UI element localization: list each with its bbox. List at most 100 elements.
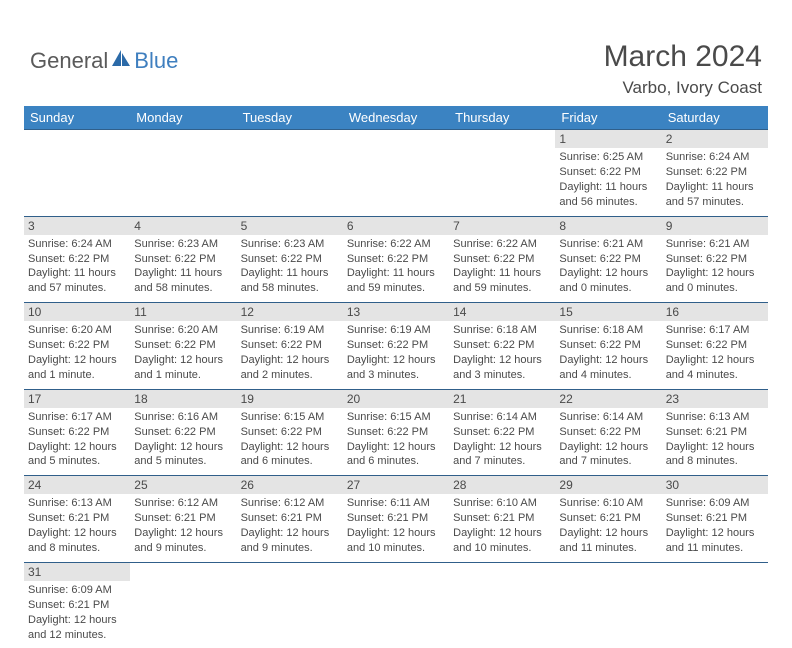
calendar-day-cell: 18Sunrise: 6:16 AMSunset: 6:22 PMDayligh…	[130, 389, 236, 476]
day-info-line: Sunset: 6:22 PM	[559, 252, 657, 267]
day-info-line: Sunrise: 6:24 AM	[666, 150, 764, 165]
calendar-day-cell	[237, 562, 343, 648]
day-info-line: Sunset: 6:21 PM	[28, 511, 126, 526]
day-number: 5	[237, 217, 343, 235]
calendar-day-cell	[662, 562, 768, 648]
day-info-line: Sunset: 6:21 PM	[666, 425, 764, 440]
logo-text-general: General	[30, 48, 108, 74]
sail-icon	[110, 48, 132, 74]
day-info-line: and 8 minutes.	[28, 541, 126, 556]
day-info-line: Sunrise: 6:13 AM	[28, 496, 126, 511]
dayname-monday: Monday	[130, 106, 236, 130]
day-info-line: and 8 minutes.	[666, 454, 764, 469]
day-number: 16	[662, 303, 768, 321]
day-info-line: Daylight: 11 hours	[666, 180, 764, 195]
day-info-line: Sunrise: 6:19 AM	[347, 323, 445, 338]
day-info-line: Sunset: 6:22 PM	[559, 425, 657, 440]
day-number: 6	[343, 217, 449, 235]
day-info-line: Sunset: 6:21 PM	[453, 511, 551, 526]
day-info-line: Daylight: 11 hours	[134, 266, 232, 281]
day-info-line: and 57 minutes.	[28, 281, 126, 296]
calendar-day-cell	[24, 130, 130, 217]
day-info-line: and 56 minutes.	[559, 195, 657, 210]
day-info-line: Sunset: 6:21 PM	[28, 598, 126, 613]
day-info-line: Sunset: 6:22 PM	[241, 425, 339, 440]
day-info-line: and 11 minutes.	[666, 541, 764, 556]
calendar-day-cell: 9Sunrise: 6:21 AMSunset: 6:22 PMDaylight…	[662, 216, 768, 303]
calendar-day-cell: 25Sunrise: 6:12 AMSunset: 6:21 PMDayligh…	[130, 476, 236, 563]
page-header: March 2024 Varbo, Ivory Coast	[604, 40, 762, 98]
day-info-line: Daylight: 12 hours	[28, 613, 126, 628]
day-info-line: and 10 minutes.	[453, 541, 551, 556]
calendar-week-row: 17Sunrise: 6:17 AMSunset: 6:22 PMDayligh…	[24, 389, 768, 476]
day-info-line: Sunrise: 6:21 AM	[666, 237, 764, 252]
day-info-line: and 9 minutes.	[241, 541, 339, 556]
day-info-line: and 7 minutes.	[453, 454, 551, 469]
day-info-line: Sunset: 6:22 PM	[453, 425, 551, 440]
logo: General Blue	[30, 48, 178, 74]
day-info-line: and 3 minutes.	[347, 368, 445, 383]
calendar-day-cell	[555, 562, 661, 648]
dayname-sunday: Sunday	[24, 106, 130, 130]
day-number: 19	[237, 390, 343, 408]
day-number: 3	[24, 217, 130, 235]
day-info-line: Sunrise: 6:18 AM	[559, 323, 657, 338]
day-info-line: Sunrise: 6:12 AM	[241, 496, 339, 511]
day-info-line: Daylight: 12 hours	[559, 440, 657, 455]
calendar-day-cell: 19Sunrise: 6:15 AMSunset: 6:22 PMDayligh…	[237, 389, 343, 476]
day-info-line: Sunset: 6:21 PM	[241, 511, 339, 526]
day-info-line: and 12 minutes.	[28, 628, 126, 643]
day-info-line: Sunrise: 6:19 AM	[241, 323, 339, 338]
day-info-line: Sunrise: 6:16 AM	[134, 410, 232, 425]
page-title: March 2024	[604, 40, 762, 74]
day-info-line: Daylight: 11 hours	[241, 266, 339, 281]
day-info-line: Sunrise: 6:09 AM	[666, 496, 764, 511]
calendar-day-cell: 15Sunrise: 6:18 AMSunset: 6:22 PMDayligh…	[555, 303, 661, 390]
day-info-line: and 57 minutes.	[666, 195, 764, 210]
day-info-line: Sunset: 6:22 PM	[559, 165, 657, 180]
calendar-day-cell: 13Sunrise: 6:19 AMSunset: 6:22 PMDayligh…	[343, 303, 449, 390]
day-info-line: Sunrise: 6:13 AM	[666, 410, 764, 425]
calendar-day-cell: 11Sunrise: 6:20 AMSunset: 6:22 PMDayligh…	[130, 303, 236, 390]
day-number: 18	[130, 390, 236, 408]
day-info-line: Sunset: 6:22 PM	[28, 338, 126, 353]
day-info-line: Sunrise: 6:10 AM	[453, 496, 551, 511]
calendar-day-cell: 22Sunrise: 6:14 AMSunset: 6:22 PMDayligh…	[555, 389, 661, 476]
day-info-line: Sunset: 6:22 PM	[666, 252, 764, 267]
day-info-line: Sunrise: 6:18 AM	[453, 323, 551, 338]
calendar-day-cell: 6Sunrise: 6:22 AMSunset: 6:22 PMDaylight…	[343, 216, 449, 303]
day-info-line: and 59 minutes.	[453, 281, 551, 296]
day-number: 12	[237, 303, 343, 321]
calendar-day-cell	[130, 130, 236, 217]
day-info-line: Daylight: 12 hours	[28, 440, 126, 455]
day-info-line: Sunrise: 6:15 AM	[347, 410, 445, 425]
day-info-line: Daylight: 12 hours	[666, 266, 764, 281]
day-info-line: Sunset: 6:22 PM	[347, 425, 445, 440]
calendar-day-cell: 12Sunrise: 6:19 AMSunset: 6:22 PMDayligh…	[237, 303, 343, 390]
day-info-line: Sunset: 6:21 PM	[347, 511, 445, 526]
day-info-line: Daylight: 11 hours	[28, 266, 126, 281]
day-info-line: Sunrise: 6:25 AM	[559, 150, 657, 165]
day-info-line: Sunrise: 6:23 AM	[134, 237, 232, 252]
calendar-week-row: 10Sunrise: 6:20 AMSunset: 6:22 PMDayligh…	[24, 303, 768, 390]
day-info-line: and 0 minutes.	[666, 281, 764, 296]
day-info-line: Sunset: 6:22 PM	[134, 252, 232, 267]
day-info-line: Daylight: 12 hours	[347, 526, 445, 541]
calendar-day-cell	[449, 562, 555, 648]
day-number: 7	[449, 217, 555, 235]
day-info-line: Daylight: 11 hours	[453, 266, 551, 281]
day-info-line: and 0 minutes.	[559, 281, 657, 296]
day-info-line: Sunset: 6:22 PM	[28, 425, 126, 440]
calendar-day-cell: 24Sunrise: 6:13 AMSunset: 6:21 PMDayligh…	[24, 476, 130, 563]
calendar-day-cell: 8Sunrise: 6:21 AMSunset: 6:22 PMDaylight…	[555, 216, 661, 303]
day-info-line: Sunset: 6:22 PM	[559, 338, 657, 353]
day-info-line: and 1 minute.	[28, 368, 126, 383]
day-info-line: Daylight: 12 hours	[134, 440, 232, 455]
day-info-line: Daylight: 11 hours	[559, 180, 657, 195]
day-info-line: and 1 minute.	[134, 368, 232, 383]
day-info-line: and 5 minutes.	[134, 454, 232, 469]
day-info-line: Sunset: 6:22 PM	[666, 338, 764, 353]
calendar-day-cell: 5Sunrise: 6:23 AMSunset: 6:22 PMDaylight…	[237, 216, 343, 303]
day-number: 23	[662, 390, 768, 408]
calendar-header-row: Sunday Monday Tuesday Wednesday Thursday…	[24, 106, 768, 130]
